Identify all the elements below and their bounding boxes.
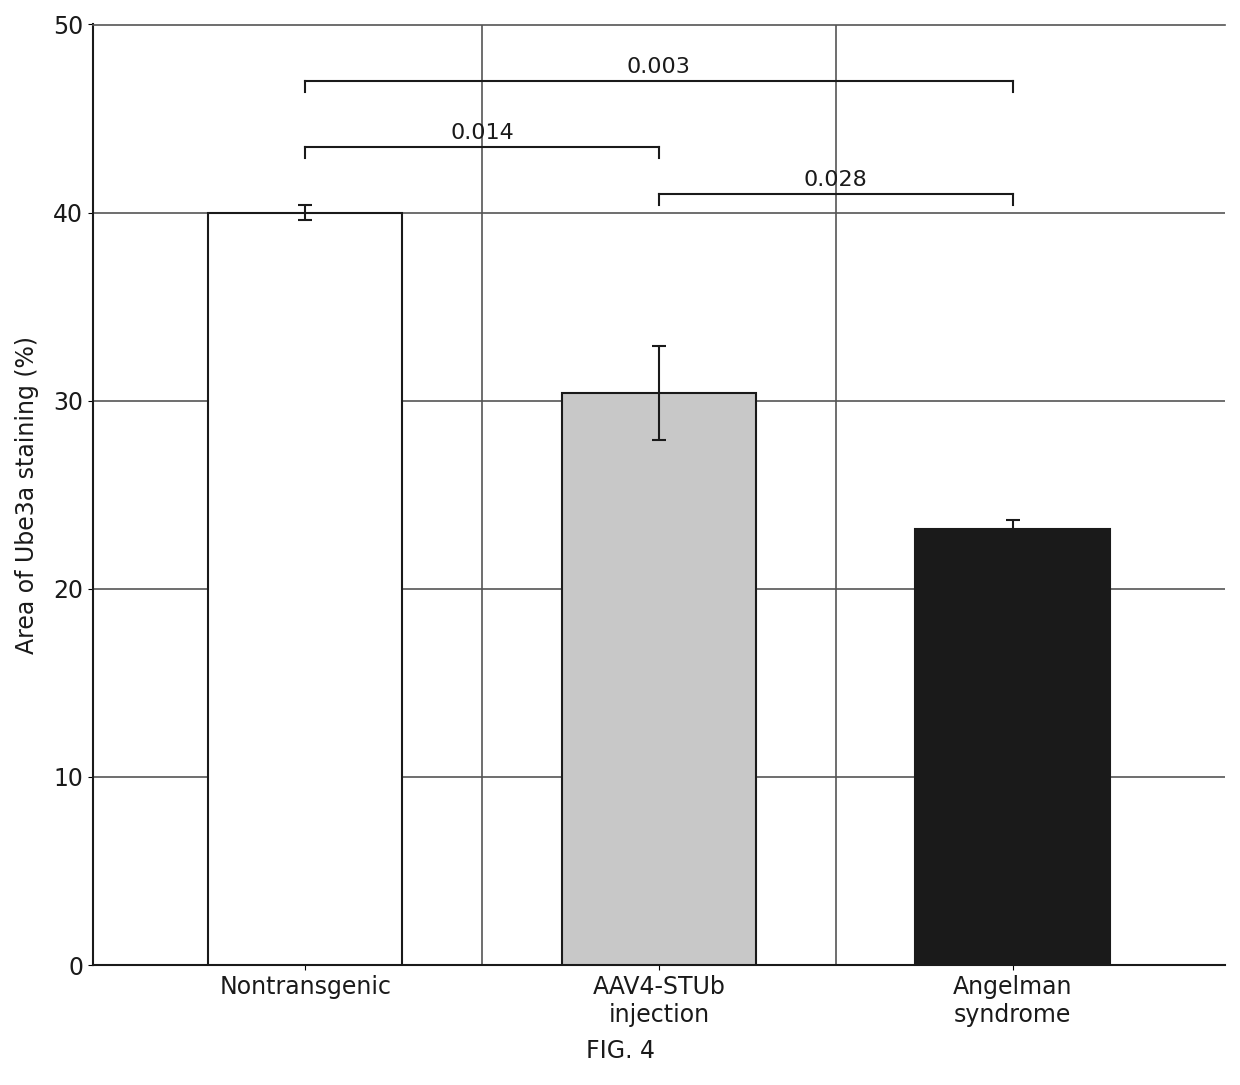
Bar (208, 213, 403, 965)
Y-axis label: Area of Ube3a staining (%): Area of Ube3a staining (%) (15, 335, 38, 654)
Text: 0.003: 0.003 (627, 58, 691, 77)
Text: FIG. 4: FIG. 4 (585, 1039, 655, 1063)
Text: 0.028: 0.028 (804, 170, 868, 190)
Text: 0.014: 0.014 (450, 123, 513, 143)
Bar (915, 528, 1110, 965)
Bar (562, 393, 756, 965)
